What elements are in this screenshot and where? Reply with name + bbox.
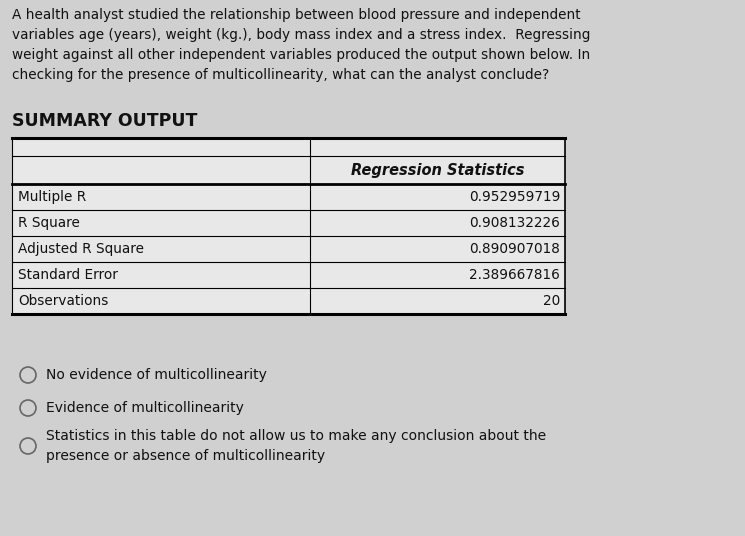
Text: No evidence of multicollinearity: No evidence of multicollinearity	[46, 368, 267, 382]
Text: A health analyst studied the relationship between blood pressure and independent: A health analyst studied the relationshi…	[12, 8, 590, 82]
Text: 2.389667816: 2.389667816	[469, 268, 560, 282]
Text: Statistics in this table do not allow us to make any conclusion about the
presen: Statistics in this table do not allow us…	[46, 429, 546, 463]
Text: 20: 20	[543, 294, 560, 308]
Text: Multiple R: Multiple R	[18, 190, 86, 204]
Text: Adjusted R Square: Adjusted R Square	[18, 242, 144, 256]
Text: 0.890907018: 0.890907018	[469, 242, 560, 256]
Bar	[12, 138, 565, 314]
Text: Observations: Observations	[18, 294, 108, 308]
Text: R Square: R Square	[18, 216, 80, 230]
Text: Standard Error: Standard Error	[18, 268, 118, 282]
Text: 0.908132226: 0.908132226	[469, 216, 560, 230]
Text: 0.952959719: 0.952959719	[469, 190, 560, 204]
Text: Evidence of multicollinearity: Evidence of multicollinearity	[46, 401, 244, 415]
Text: Regression Statistics: Regression Statistics	[351, 162, 524, 177]
Text: SUMMARY OUTPUT: SUMMARY OUTPUT	[12, 112, 197, 130]
